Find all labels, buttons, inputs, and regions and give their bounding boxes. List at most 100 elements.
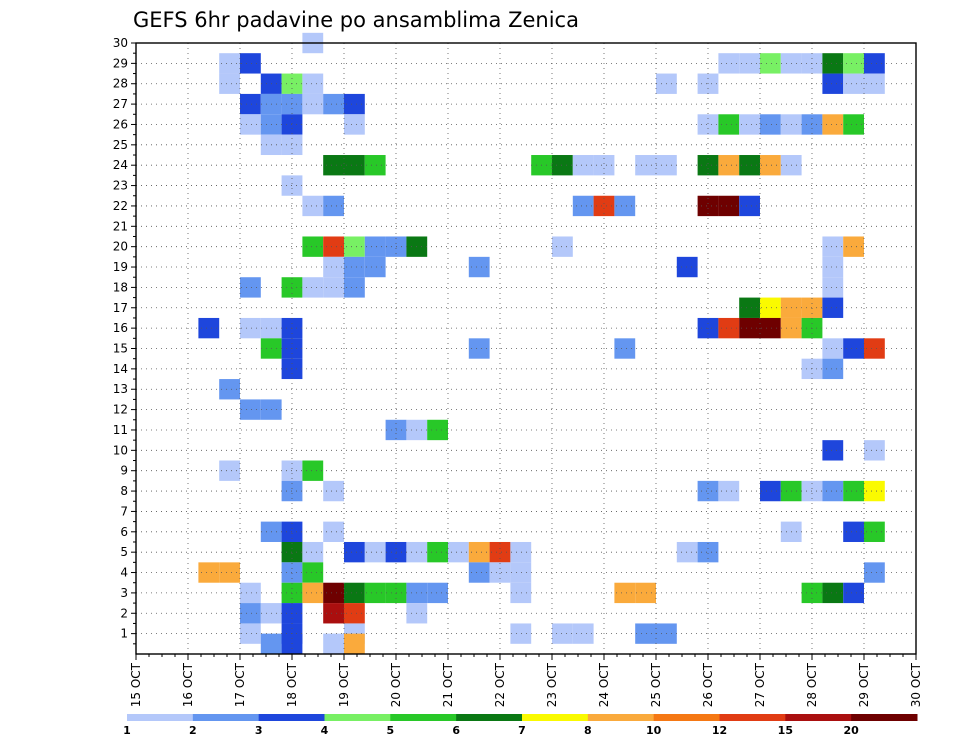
heatmap-cell (614, 195, 636, 217)
heatmap-cell (822, 358, 844, 380)
colorbar-label: 2 (189, 724, 197, 737)
heatmap-cell (302, 562, 324, 583)
x-tick-label: 26 OCT (701, 662, 715, 707)
heatmap-cell (552, 623, 573, 644)
colorbar-label: 4 (321, 724, 329, 737)
heatmap-cell (323, 603, 344, 624)
colorbar-label: 3 (255, 724, 263, 737)
heatmap-cell (302, 582, 324, 604)
heatmap-cell (760, 317, 781, 339)
heatmap-cell (739, 297, 760, 318)
heatmap-cell (697, 541, 719, 563)
heatmap-cell (822, 297, 844, 318)
heatmap-cell (739, 53, 760, 74)
heatmap-cell (593, 155, 615, 176)
heatmap-cell (219, 460, 240, 481)
heatmap-cell (489, 541, 511, 563)
colorbar-swatch (785, 714, 852, 721)
heatmap-cell (240, 93, 261, 115)
heatmap-cell (302, 236, 324, 257)
heatmap-cell (219, 562, 240, 583)
heatmap-cell (843, 236, 864, 257)
heatmap-cell (822, 236, 844, 257)
y-tick-label: 26 (113, 117, 128, 131)
heatmap-cell (510, 562, 532, 583)
heatmap-cell (364, 256, 386, 278)
heatmap-cell (864, 73, 885, 94)
heatmap-cell (760, 297, 781, 318)
heatmap-cell (676, 256, 698, 278)
heatmap-cell (240, 582, 261, 604)
y-tick-label: 8 (120, 484, 128, 498)
colorbar-swatch (456, 714, 523, 721)
heatmap-cell (510, 541, 532, 563)
heatmap-cell (614, 582, 636, 604)
heatmap-cell (843, 338, 864, 359)
heatmap-cell (240, 399, 261, 420)
y-tick-label: 17 (113, 301, 128, 315)
heatmap-cell (864, 440, 885, 461)
x-tick-label: 24 OCT (597, 662, 611, 707)
heatmap-cell (864, 53, 885, 74)
heatmap-cell (739, 155, 760, 176)
heatmap-cell (822, 277, 844, 298)
heatmap-cell (697, 480, 719, 502)
colorbar-swatch (587, 714, 655, 721)
heatmap-cell (344, 236, 365, 257)
heatmap-cell (718, 195, 740, 217)
heatmap-cell (344, 93, 365, 115)
heatmap-cell (843, 521, 864, 542)
heatmap-cell (572, 155, 594, 176)
heatmap-cell (302, 93, 324, 115)
heatmap-cell (323, 93, 344, 115)
heatmap-cell (240, 53, 261, 74)
heatmap-cell (843, 114, 864, 135)
heatmap-cell (552, 155, 573, 176)
heatmap-cell (760, 155, 781, 176)
heatmap-cell (448, 541, 469, 563)
y-axis: 1234567891011121314151617181920212223242… (113, 36, 136, 645)
y-tick-label: 19 (113, 260, 128, 274)
heatmap-cell (302, 195, 324, 217)
heatmap-cell (323, 480, 344, 502)
x-tick-label: 20 OCT (389, 662, 403, 707)
y-tick-label: 11 (113, 423, 128, 437)
y-tick-label: 29 (113, 56, 128, 70)
heatmap-cell (572, 195, 594, 217)
y-tick-label: 2 (120, 606, 128, 620)
colorbar-label: 12 (712, 724, 727, 737)
heatmap-cell (822, 256, 844, 278)
heatmap-cell (822, 53, 844, 74)
x-axis: 15 OCT 16 OCT 17 OCT 18 OCT 19 OCT 20 OCT 21 O… (129, 654, 923, 707)
x-tick-label: 27 OCT (753, 662, 767, 707)
heatmap-cell (760, 53, 781, 74)
y-tick-label: 20 (113, 240, 128, 254)
x-tick-label: 15 OCT (129, 662, 143, 707)
y-tick-label: 15 (113, 342, 128, 356)
heatmap-cell (864, 521, 885, 542)
heatmap-cell (739, 317, 760, 339)
heatmap-cell (843, 480, 864, 502)
heatmap-cell (302, 277, 324, 298)
heatmap-cell (364, 541, 386, 563)
heatmap-cell (260, 633, 282, 654)
colorbar-swatch (851, 714, 918, 721)
heatmap-cell (718, 480, 740, 502)
y-tick-label: 23 (113, 179, 128, 193)
y-tick-label: 12 (113, 403, 128, 417)
heatmap-cell (240, 114, 261, 135)
heatmap-cell (697, 195, 719, 217)
heatmap-cell (510, 623, 532, 644)
colorbar-swatch (127, 714, 194, 721)
x-tick-label: 30 OCT (909, 662, 923, 707)
colorbar-swatch (390, 714, 457, 721)
heatmap-cell (822, 440, 844, 461)
y-tick-label: 7 (120, 504, 128, 518)
heatmap-cell (864, 562, 885, 583)
heatmap-cell (344, 582, 365, 604)
heatmap-cell (489, 562, 511, 583)
colorbar-label: 8 (584, 724, 592, 737)
colorbar-swatch (522, 714, 589, 721)
heatmap-cell (323, 633, 344, 654)
heatmap-cell (468, 338, 490, 359)
